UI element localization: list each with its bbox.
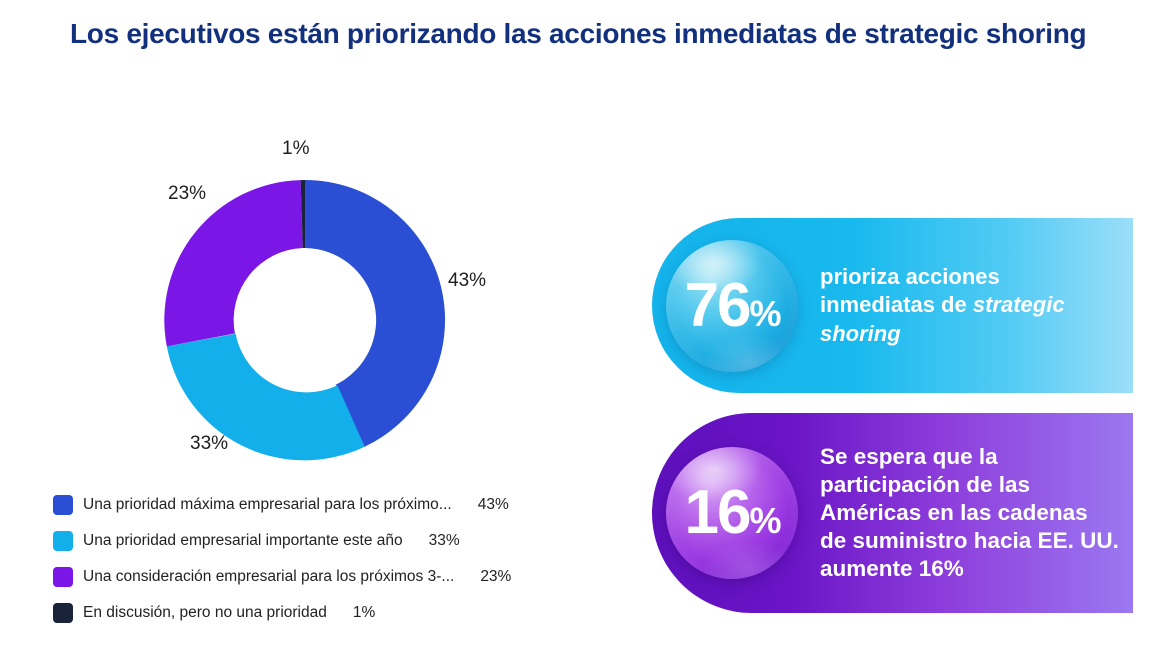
legend-item[interactable]: Una consideración empresarial para los p… [53,559,613,595]
stat-number: 76 [684,270,752,340]
legend-item-value: 23% [480,568,512,585]
donut-label-33: 33% [190,433,229,454]
legend-item[interactable]: En discusión, pero no una prioridad 1% [53,595,613,631]
legend-item-value: 33% [428,532,460,549]
legend-swatch-icon [53,603,73,623]
legend-item-label: Una prioridad empresarial importante est… [83,532,403,549]
legend-swatch-icon [53,531,73,551]
donut-label-23: 23% [168,183,207,204]
legend-item-value: 43% [477,496,509,513]
donut-slice-1[interactable] [300,180,305,249]
stat-value-76: 76% [684,270,782,340]
legend-item-label: Una prioridad máxima empresarial para lo… [83,496,452,513]
donut-chart-svg [164,180,446,461]
stat-card-blue[interactable]: 76% prioriza acciones inmediatas de stra… [652,218,1133,393]
legend-item-label: Una consideración empresarial para los p… [83,568,455,585]
legend-item-label: En discusión, pero no una prioridad [83,604,327,621]
chart-legend: Una prioridad máxima empresarial para lo… [53,487,613,631]
blue-text-line3-italic: shoring [820,320,901,346]
blue-text-line2-italic: strategic [972,292,1065,318]
donut-label-43: 43% [448,270,487,291]
donut-slice-43[interactable] [305,180,446,447]
legend-item-value: 1% [352,604,376,621]
stat-bubble-16: 16% [666,447,798,579]
legend-item[interactable]: Una prioridad empresarial importante est… [53,523,613,559]
percent-sign: % [749,500,781,541]
legend-swatch-icon [53,567,73,587]
stat-number: 16 [684,478,752,547]
stat-card-purple-text: Se espera que la participación de las Am… [820,443,1119,582]
percent-sign: % [749,292,781,334]
donut-slice-23[interactable] [164,180,303,347]
donut-label-1: 1% [282,138,310,159]
blue-text-line1: prioriza acciones [820,264,1000,290]
legend-item[interactable]: Una prioridad máxima empresarial para lo… [53,487,613,523]
blue-text-line2-plain: inmediatas de [820,292,973,318]
stat-value-16: 16% [684,478,782,547]
donut-slice-33[interactable] [166,333,365,461]
stat-card-blue-text: prioriza acciones inmediatas de strategi… [820,263,1065,347]
stat-card-purple[interactable]: 16% Se espera que la participación de la… [652,413,1133,613]
page-title: Los ejecutivos están priorizando las acc… [70,18,1087,49]
legend-swatch-icon [53,495,73,515]
stat-bubble-76: 76% [666,239,798,372]
donut-chart: 1% 43% 33% 23% [150,138,486,475]
